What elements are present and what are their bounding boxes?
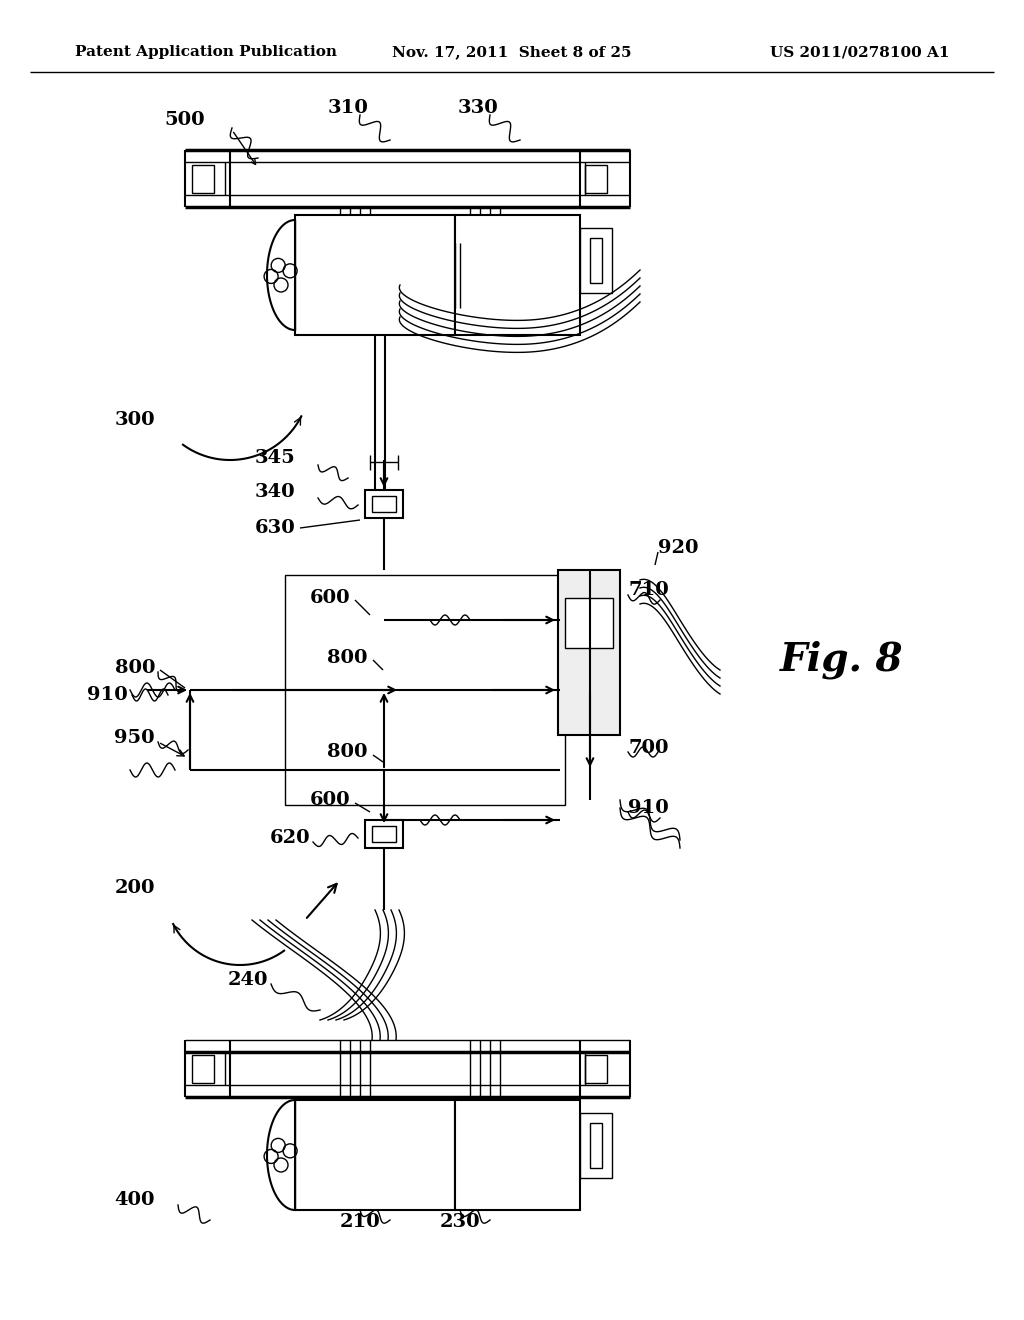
Text: 910: 910 xyxy=(87,686,128,704)
Text: 330: 330 xyxy=(458,99,499,117)
Text: Fig. 8: Fig. 8 xyxy=(780,640,903,680)
Text: 910: 910 xyxy=(628,799,669,817)
Bar xyxy=(565,598,613,648)
Bar xyxy=(372,496,396,512)
Bar xyxy=(365,820,403,847)
Text: 710: 710 xyxy=(628,581,669,599)
Bar xyxy=(295,215,455,335)
Bar xyxy=(580,1113,612,1177)
Text: Patent Application Publication: Patent Application Publication xyxy=(75,45,337,59)
Bar xyxy=(585,165,607,193)
Text: 340: 340 xyxy=(254,483,295,502)
Text: 600: 600 xyxy=(309,791,350,809)
Text: 345: 345 xyxy=(254,449,295,467)
Text: 600: 600 xyxy=(309,589,350,607)
Text: 920: 920 xyxy=(658,539,698,557)
Text: 800: 800 xyxy=(115,659,155,677)
Bar xyxy=(285,576,565,805)
Bar xyxy=(365,490,403,517)
Text: 400: 400 xyxy=(115,1191,155,1209)
Text: 310: 310 xyxy=(328,99,369,117)
Bar xyxy=(372,826,396,842)
Text: 300: 300 xyxy=(115,411,155,429)
Text: 620: 620 xyxy=(269,829,310,847)
Bar xyxy=(580,228,612,293)
Text: 210: 210 xyxy=(340,1213,380,1232)
Text: 230: 230 xyxy=(439,1213,480,1232)
Text: 700: 700 xyxy=(628,739,669,756)
Bar xyxy=(455,1100,580,1210)
Text: 200: 200 xyxy=(115,879,155,898)
Bar xyxy=(295,1100,455,1210)
Bar xyxy=(193,1055,214,1082)
Bar xyxy=(455,215,580,335)
Text: 630: 630 xyxy=(254,519,295,537)
Bar xyxy=(590,1123,602,1168)
Text: US 2011/0278100 A1: US 2011/0278100 A1 xyxy=(770,45,950,59)
Text: 240: 240 xyxy=(227,972,268,989)
Bar xyxy=(590,238,602,282)
Text: 950: 950 xyxy=(115,729,155,747)
Bar xyxy=(193,165,214,193)
Text: Nov. 17, 2011  Sheet 8 of 25: Nov. 17, 2011 Sheet 8 of 25 xyxy=(392,45,632,59)
Text: 500: 500 xyxy=(165,111,205,129)
Bar xyxy=(558,570,620,735)
Bar xyxy=(585,1055,607,1082)
Text: 800: 800 xyxy=(328,649,368,667)
Text: 800: 800 xyxy=(328,743,368,762)
